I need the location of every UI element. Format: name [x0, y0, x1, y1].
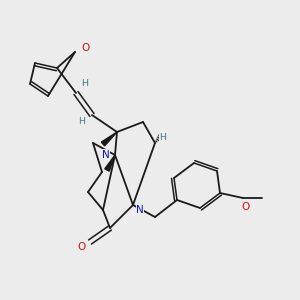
Text: H: H [160, 133, 167, 142]
Text: N: N [136, 205, 144, 215]
Text: O: O [241, 202, 249, 212]
Text: O: O [78, 242, 86, 252]
Text: O: O [81, 43, 89, 53]
Polygon shape [105, 155, 115, 171]
Text: N: N [102, 150, 110, 160]
Text: H: H [82, 79, 88, 88]
Text: H: H [79, 118, 86, 127]
Polygon shape [101, 132, 117, 146]
